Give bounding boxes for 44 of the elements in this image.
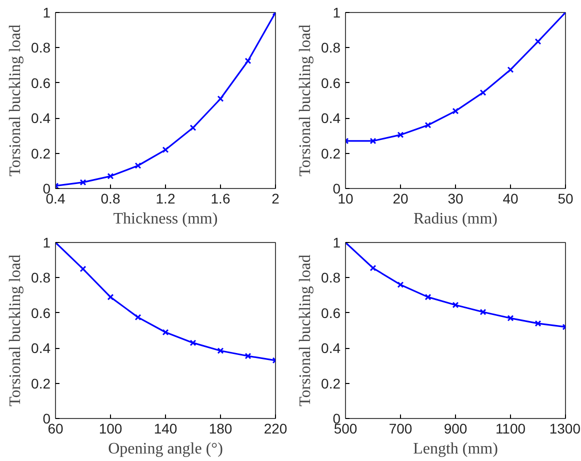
x-tick-label: 100 <box>98 420 122 436</box>
x-tick-label: 220 <box>264 420 288 436</box>
y-tick-label: 0.6 <box>321 74 341 91</box>
y-tick-label: 0.6 <box>31 74 51 91</box>
x-axis-title: Opening angle (°) <box>108 440 223 458</box>
x-tick-label: 50 <box>558 190 574 206</box>
y-tick-label: 0.8 <box>321 40 341 56</box>
x-axis-title: Length (mm) <box>413 440 498 458</box>
x-tick-label: 180 <box>208 420 232 436</box>
y-tick-label: 0.2 <box>31 145 51 162</box>
x-tick-label: 900 <box>444 420 468 436</box>
x-tick-label: 2 <box>272 190 280 206</box>
y-tick-label: 0.4 <box>31 340 51 356</box>
y-axis-title: Torsional buckling load <box>7 24 24 176</box>
x-tick-label: 140 <box>154 420 178 436</box>
x-tick-label: 700 <box>388 420 412 436</box>
y-axis-title: Torsional buckling load <box>297 24 314 176</box>
y-tick-label: 0.4 <box>31 110 51 126</box>
x-tick-label: 1.6 <box>210 190 230 206</box>
y-tick-label: 1 <box>332 4 341 20</box>
y-axis-title: Torsional buckling load <box>297 254 314 406</box>
y-tick-label: 0.6 <box>321 304 341 321</box>
x-tick-label: 40 <box>502 190 518 206</box>
x-tick-label: 1100 <box>495 420 526 436</box>
y-tick-label: 0.8 <box>31 270 51 286</box>
x-axis-title: Thickness (mm) <box>113 210 218 228</box>
x-axis-title: Radius (mm) <box>414 210 498 228</box>
y-tick-label: 1 <box>42 234 51 250</box>
y-tick-label: 0.2 <box>321 145 341 162</box>
y-tick-label: 1 <box>332 234 341 250</box>
y-tick-label: 0.4 <box>321 340 341 356</box>
x-tick-label: 1.2 <box>156 190 176 206</box>
y-tick-label: 1 <box>42 4 51 20</box>
y-tick-label: 0.8 <box>31 40 51 56</box>
x-tick-label: 20 <box>392 190 408 206</box>
x-tick-label: 30 <box>448 190 464 206</box>
x-tick-label: 1300 <box>549 420 581 436</box>
y-tick-label: 0.2 <box>321 375 341 392</box>
y-tick-label: 0.2 <box>31 375 51 392</box>
x-tick-label: 0.8 <box>100 190 120 206</box>
y-tick-label: 0.8 <box>321 270 341 286</box>
y-tick-label: 0.4 <box>321 110 341 126</box>
y-tick-label: 0.6 <box>31 304 51 321</box>
y-axis-title: Torsional buckling load <box>7 254 24 406</box>
